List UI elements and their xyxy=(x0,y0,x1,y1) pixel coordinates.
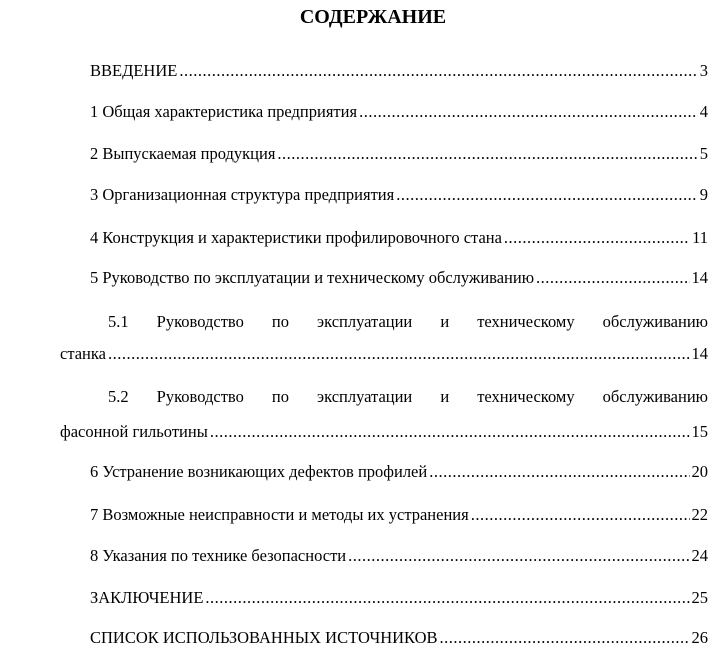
toc-entry[interactable]: 5 Руководство по эксплуатации и техничес… xyxy=(90,267,708,289)
dot-leader xyxy=(429,461,689,483)
page-number: 4 xyxy=(699,102,708,121)
entry-label: 5 Руководство по эксплуатации и техничес… xyxy=(90,268,535,287)
page-number: 9 xyxy=(699,185,708,204)
dot-leader xyxy=(205,587,689,609)
entry-label: ЗАКЛЮЧЕНИЕ xyxy=(90,588,204,607)
toc-title: СОДЕРЖАНИЕ xyxy=(299,6,447,28)
dot-leader xyxy=(348,545,689,567)
entry-label: СПИСОК ИСПОЛЬЗОВАННЫХ ИСТОЧНИКОВ xyxy=(90,628,438,647)
page-number: 3 xyxy=(699,61,708,80)
page-number: 25 xyxy=(691,588,709,607)
entry-label: 6 Устранение возникающих дефектов профил… xyxy=(90,462,428,481)
entry-label: 1 Общая характеристика предприятия xyxy=(90,102,358,121)
dot-leader xyxy=(536,267,689,289)
page-number: 14 xyxy=(691,344,709,363)
entry-label-line1[interactable]: 5.2 Руководство по эксплуатации и технич… xyxy=(108,387,708,406)
toc-entry[interactable]: 1 Общая характеристика предприятия 4 xyxy=(90,101,708,123)
page-number: 14 xyxy=(691,268,709,287)
entry-label-line2: фасонной гильотины xyxy=(60,422,208,441)
entry-label: ВВЕДЕНИЕ xyxy=(90,61,178,80)
toc-entry[interactable]: 8 Указания по технике безопасности 24 xyxy=(90,545,708,567)
page-number: 24 xyxy=(691,546,709,565)
toc-entry[interactable]: фасонной гильотины 15 xyxy=(60,421,708,443)
page-number: 11 xyxy=(692,228,708,247)
page-number: 5 xyxy=(699,144,708,163)
entry-label: 7 Возможные неисправности и методы их ус… xyxy=(90,505,469,524)
dot-leader xyxy=(179,60,697,82)
toc-entry[interactable]: 6 Устранение возникающих дефектов профил… xyxy=(90,461,708,483)
entry-label-line1[interactable]: 5.1 Руководство по эксплуатации и технич… xyxy=(108,312,708,331)
toc-entry[interactable]: ВВЕДЕНИЕ 3 xyxy=(90,60,708,82)
entry-label-line2: станка xyxy=(60,344,106,363)
dot-leader xyxy=(440,627,690,649)
dot-leader xyxy=(277,143,697,165)
dot-leader xyxy=(471,504,690,526)
toc-entry[interactable]: 7 Возможные неисправности и методы их ус… xyxy=(90,504,708,526)
dot-leader xyxy=(108,343,690,365)
dot-leader xyxy=(396,184,698,206)
toc-entry[interactable]: станка 14 xyxy=(60,343,708,365)
entry-label: 8 Указания по технике безопасности xyxy=(90,546,347,565)
entry-label: 2 Выпускаемая продукция xyxy=(90,144,276,163)
toc-entry[interactable]: 2 Выпускаемая продукция 5 xyxy=(90,143,708,165)
page-number: 20 xyxy=(691,462,709,481)
dot-leader xyxy=(210,421,690,443)
entry-label: 4 Конструкция и характеристики профилиро… xyxy=(90,228,502,247)
toc-entry[interactable]: СПИСОК ИСПОЛЬЗОВАННЫХ ИСТОЧНИКОВ 26 xyxy=(90,627,708,649)
entry-label: 3 Организационная структура предприятия xyxy=(90,185,395,204)
page-number: 15 xyxy=(691,422,709,441)
page-number: 26 xyxy=(691,628,709,647)
toc-entry[interactable]: 4 Конструкция и характеристики профилиро… xyxy=(90,227,708,249)
toc-entry[interactable]: 3 Организационная структура предприятия 9 xyxy=(90,184,708,206)
toc-entry[interactable]: ЗАКЛЮЧЕНИЕ 25 xyxy=(90,587,708,609)
page-number: 22 xyxy=(691,505,709,524)
dot-leader xyxy=(504,227,690,249)
dot-leader xyxy=(359,101,698,123)
